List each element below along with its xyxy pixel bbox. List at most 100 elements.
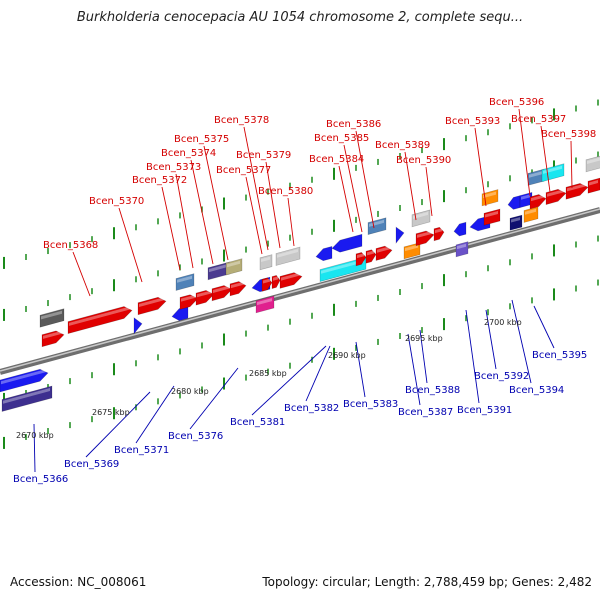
gene-bar-5380b [279,272,303,289]
leader-bcen_5391 [465,309,480,404]
backbone-highlight [0,208,600,372]
gene-bar-5379c-shine [273,276,278,281]
leader-bcen_5371 [135,385,175,444]
leader-bcen_5395 [533,305,555,349]
gene-bar-5391a [453,221,467,237]
gene-bar-5394b-shine [521,194,530,200]
gene-label-bcen_5376: Bcen_5376 [168,431,223,442]
gene-label-bcen_5382: Bcen_5382 [284,403,339,414]
gene-bar-5366a [0,368,49,393]
gene-bar-5379c [271,275,281,289]
tick-marks [3,99,599,449]
gene-bar-5398d-shine [589,180,598,186]
gene-label-bcen_5386: Bcen_5386 [326,119,381,130]
gene-bar-5382a [331,233,363,253]
gene-bar-5386b-shine [369,219,384,227]
gene-label-bcen_5397: Bcen_5397 [511,114,566,125]
scale-label-2685-kbp: 2685 kbp [249,369,287,378]
gene-bar-5398c-shine [587,157,600,164]
gene-bar-5380a-shine [277,249,298,258]
leader-bcen_5376 [189,367,239,430]
gene-bar-5366b [1,385,53,412]
leader-bcen_5382 [305,345,331,402]
gene-bar-5396-shine [529,171,542,178]
gene-bar-5386a-shine [377,246,390,253]
backbone-line [0,207,600,375]
gene-label-bcen_5387: Bcen_5387 [398,407,453,418]
scale-label-2675-kbp: 2675 kbp [92,408,130,417]
leader-bcen_5378 [243,126,269,251]
gene-bar-5377a [225,258,243,276]
leader-bcen_5373 [175,173,194,269]
gene-bar-5383 [319,256,367,282]
leader-bcen_5398 [570,140,573,189]
gene-bar-5384-shine [357,253,364,259]
gene-label-bcen_5368: Bcen_5368 [43,240,98,251]
gene-bar-5397a [541,163,565,183]
leader-bcen_5370 [118,207,143,283]
gene-bar-5390b-shine [435,228,442,234]
gene-bar-5391b-shine [457,243,466,250]
scale-label-2700-kbp: 2700 kbp [484,318,522,327]
scale-label-2690-kbp: 2690 kbp [328,351,366,360]
accession-text: Accession: NC_008061 [10,575,147,589]
gene-bar-5368a [41,330,65,348]
gene-bar-5373-shine [177,275,192,283]
map-title: Burkholderia cenocepacia AU 1054 chromos… [76,10,524,25]
gene-bar-5385 [365,249,377,264]
gene-bar-5376b [255,295,275,314]
leader-bcen_5387 [407,333,421,406]
gene-bar-5378-shine [231,281,244,289]
gene-label-bcen_5398: Bcen_5398 [541,129,596,140]
gene-label-bcen_5379: Bcen_5379 [236,150,291,161]
gene-bar-5375b-shine [209,263,228,273]
leader-bcen_5386 [355,130,375,229]
gene-bar-5398a-shine [547,189,564,197]
gene-bar-5388 [403,242,421,260]
gene-bar-5366b-shine [3,388,50,404]
scale-label-2680-kbp: 2680 kbp [171,387,209,396]
leader-bcen_5377 [245,176,263,255]
gene-label-bcen_5392: Bcen_5392 [474,371,529,382]
gene-bar-5390a-shine [417,230,432,238]
gene-bar-5366a-shine [1,369,46,385]
gene-bar-5398c [585,155,600,173]
leader-bcen_5375 [203,145,229,261]
gene-bar-5374 [179,294,199,310]
gene-label-bcen_5391: Bcen_5391 [457,405,512,416]
gene-bar-5377b [211,285,233,302]
leader-bcen_5393 [474,127,487,207]
gene-bar-5378 [229,281,247,297]
gene-label-bcen_5377: Bcen_5377 [216,165,271,176]
gene-bar-5393a [481,189,499,207]
gene-label-bcen_5395: Bcen_5395 [532,350,587,361]
gene-bar-5385-shine [367,250,374,256]
gene-bar-5383-shine [321,259,364,274]
gene-bar-5397a-shine [543,165,562,174]
gene-bar-5393a-shine [483,191,496,199]
gene-bar-5394c [509,214,523,231]
scale-labels: 2670 kbp 2675 kbp 2680 kbp 2685 kbp 2690 kbp… [16,318,522,440]
gene-bar-5368b [39,308,65,328]
gene-bar-5379a-shine [261,256,270,262]
leader-bcen_5383 [355,341,366,398]
gene-label-bcen_5370: Bcen_5370 [89,196,144,207]
leader-bcen_5372 [161,186,181,271]
gene-bar-5377a-shine [227,260,240,268]
gene-bar-5379b-shine [263,278,270,284]
scale-label-2695-kbp: 2695 kbp [405,334,443,343]
gene-features [0,155,600,412]
gene-label-bcen_5375: Bcen_5375 [174,134,229,145]
gene-bar-5389-shine [413,211,428,219]
gene-bar-5376b-shine [257,298,272,306]
gene-bar-5398b-shine [567,183,586,192]
gene-label-bcen_5390: Bcen_5390 [396,155,451,166]
gene-bar-5380a [275,246,301,266]
gene-bar-5387a [395,226,405,244]
scale-label-2670-kbp: 2670 kbp [16,431,54,440]
leader-bcen_5379 [265,161,281,249]
gene-bar-5393b-shine [485,211,498,218]
leader-bcen_5366 [33,423,36,473]
gene-label-bcen_5393: Bcen_5393 [445,116,500,127]
gene-bar-5377b-shine [213,285,230,293]
